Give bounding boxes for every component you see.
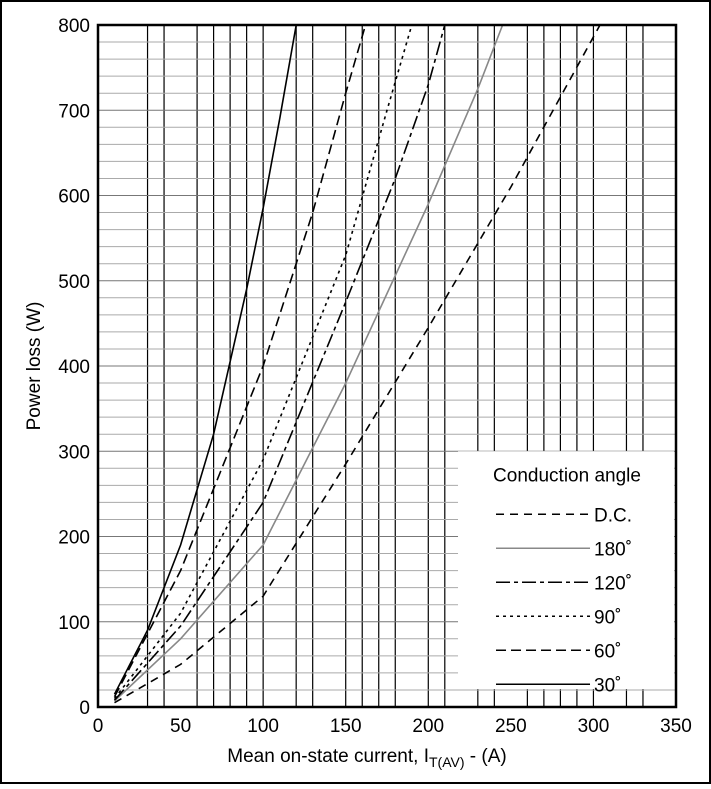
y-tick-label: 400	[58, 357, 90, 378]
series-line	[113, 24, 367, 698]
y-tick-label: 300	[58, 442, 90, 463]
legend-label: D.C.	[594, 505, 632, 526]
legend-box	[458, 451, 674, 689]
series-line	[114, 24, 601, 704]
y-tick-label: 200	[58, 528, 90, 549]
y-tick-label: 100	[58, 613, 90, 634]
y-tick-label: 500	[58, 272, 90, 293]
y-tick-label: 700	[58, 101, 90, 122]
legend-label: 60˚	[594, 641, 621, 662]
x-axis-title-main: Mean on-state current, I	[227, 746, 429, 767]
plot-frame	[96, 23, 678, 709]
series-line	[113, 24, 297, 695]
series-line	[113, 24, 413, 699]
legend-label: 90˚	[594, 607, 621, 628]
x-axis-title-subscript: T(AV)	[429, 754, 465, 770]
series-line	[113, 24, 446, 701]
x-axis-title: Mean on-state current, IT(AV) - (A)	[227, 746, 506, 770]
x-tick-label: 100	[247, 716, 279, 737]
legend-title: Conduction angle	[493, 465, 641, 486]
x-tick-label: 50	[170, 716, 191, 737]
x-axis-title-unit: - (A)	[465, 746, 507, 767]
y-tick-label: 0	[79, 698, 90, 719]
x-tick-label: 0	[93, 716, 104, 737]
legend-label: 30˚	[594, 675, 621, 696]
y-tick-label: 600	[58, 187, 90, 208]
legend: Conduction angle D.C. 180˚ 120˚ 90˚ 60˚ 30˚	[458, 451, 674, 696]
x-tick-label: 150	[330, 716, 362, 737]
series-lines	[113, 24, 601, 704]
x-tick-label: 300	[578, 716, 610, 737]
legend-label: 120˚	[594, 573, 632, 594]
y-axis-title: Power loss (W)	[24, 302, 45, 431]
y-tick-label: 800	[58, 16, 90, 37]
x-tick-label: 350	[660, 716, 692, 737]
x-tick-label: 200	[412, 716, 444, 737]
legend-label: 180˚	[594, 539, 632, 560]
series-line	[113, 24, 504, 702]
tick-labels: 0 50 100 150 200 250 300 350 0 100 200 300 400 500 600…	[58, 16, 692, 737]
x-tick-label: 250	[495, 716, 527, 737]
